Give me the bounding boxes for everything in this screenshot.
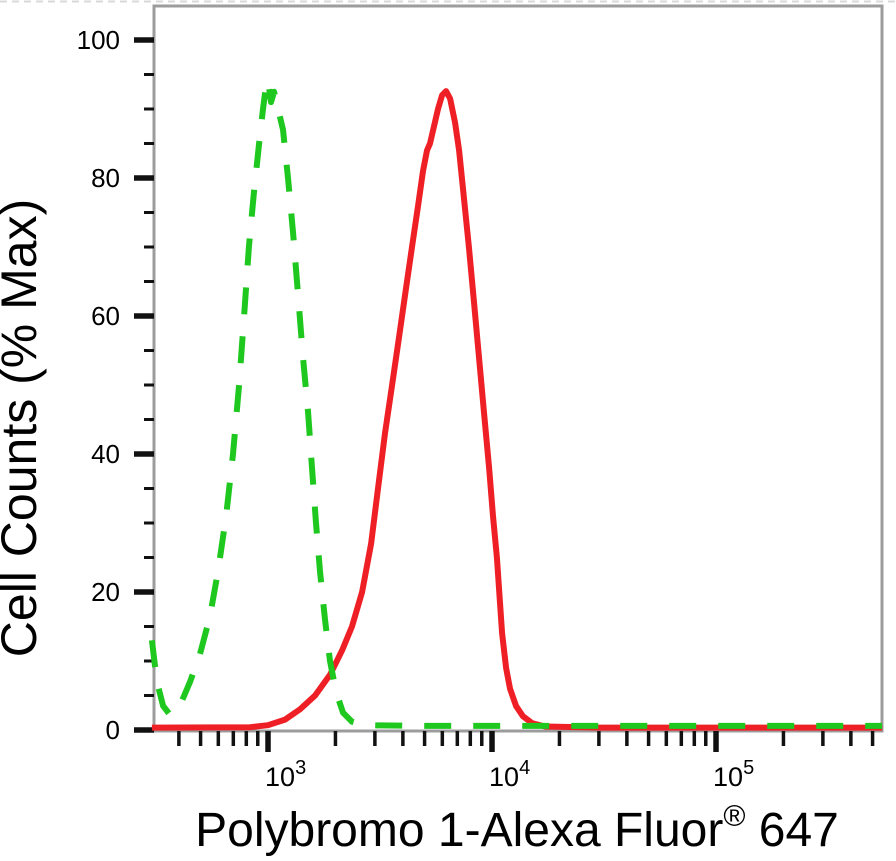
y-tick-label: 20 — [91, 577, 120, 607]
x-tick-label: 105 — [713, 757, 754, 792]
y-tick-label: 60 — [91, 301, 120, 331]
x-tick-label: 103 — [265, 757, 306, 792]
y-tick-label: 80 — [91, 163, 120, 193]
x-tick-label: 104 — [489, 757, 530, 792]
x-axis-title: Polybromo 1-Alexa Fluor® 647 — [195, 800, 839, 857]
plot-frame — [152, 4, 884, 733]
y-tick-label: 0 — [106, 715, 120, 745]
series-red-solid-stained — [151, 88, 883, 731]
series-green-dashed-control — [148, 77, 882, 729]
y-tick-label: 40 — [91, 439, 120, 469]
y-axis-title: Cell Counts (% Max) — [0, 199, 47, 657]
y-tick-label: 100 — [77, 25, 120, 55]
